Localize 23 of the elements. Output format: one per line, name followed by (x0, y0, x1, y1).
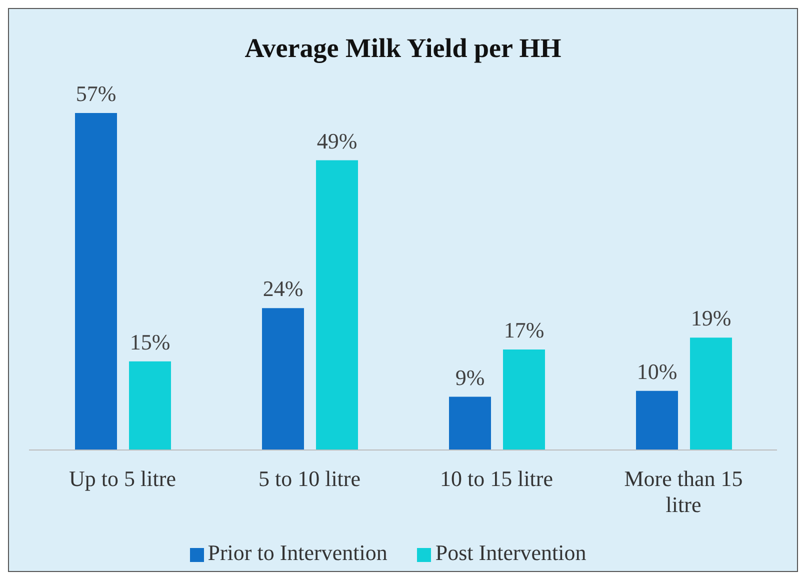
bar (449, 396, 491, 450)
data-label: 10% (636, 358, 678, 384)
data-label: 57% (76, 81, 116, 106)
bar (129, 361, 171, 450)
x-tick-label: 5 to 10 litre (258, 466, 361, 491)
data-label: 49% (316, 128, 358, 154)
legend-label: Post Intervention (435, 540, 586, 565)
bar (316, 160, 358, 450)
bar (636, 390, 678, 450)
x-tick-label: 10 to 15 litre (440, 466, 554, 491)
bar (503, 349, 545, 450)
x-tick-label: More than 15 litre (624, 466, 743, 517)
data-label: 9% (455, 364, 485, 390)
legend-label: Prior to Intervention (208, 540, 388, 565)
data-label: 19% (690, 306, 732, 331)
data-label: 15% (130, 329, 170, 354)
x-tick-label: Up to 5 litre (69, 466, 176, 491)
data-label: 17% (504, 317, 544, 342)
chart-title: Average Milk Yield per HH (244, 32, 562, 65)
bar (262, 308, 304, 450)
bar (690, 338, 732, 450)
data-label: 24% (262, 276, 304, 302)
bar (75, 113, 117, 450)
